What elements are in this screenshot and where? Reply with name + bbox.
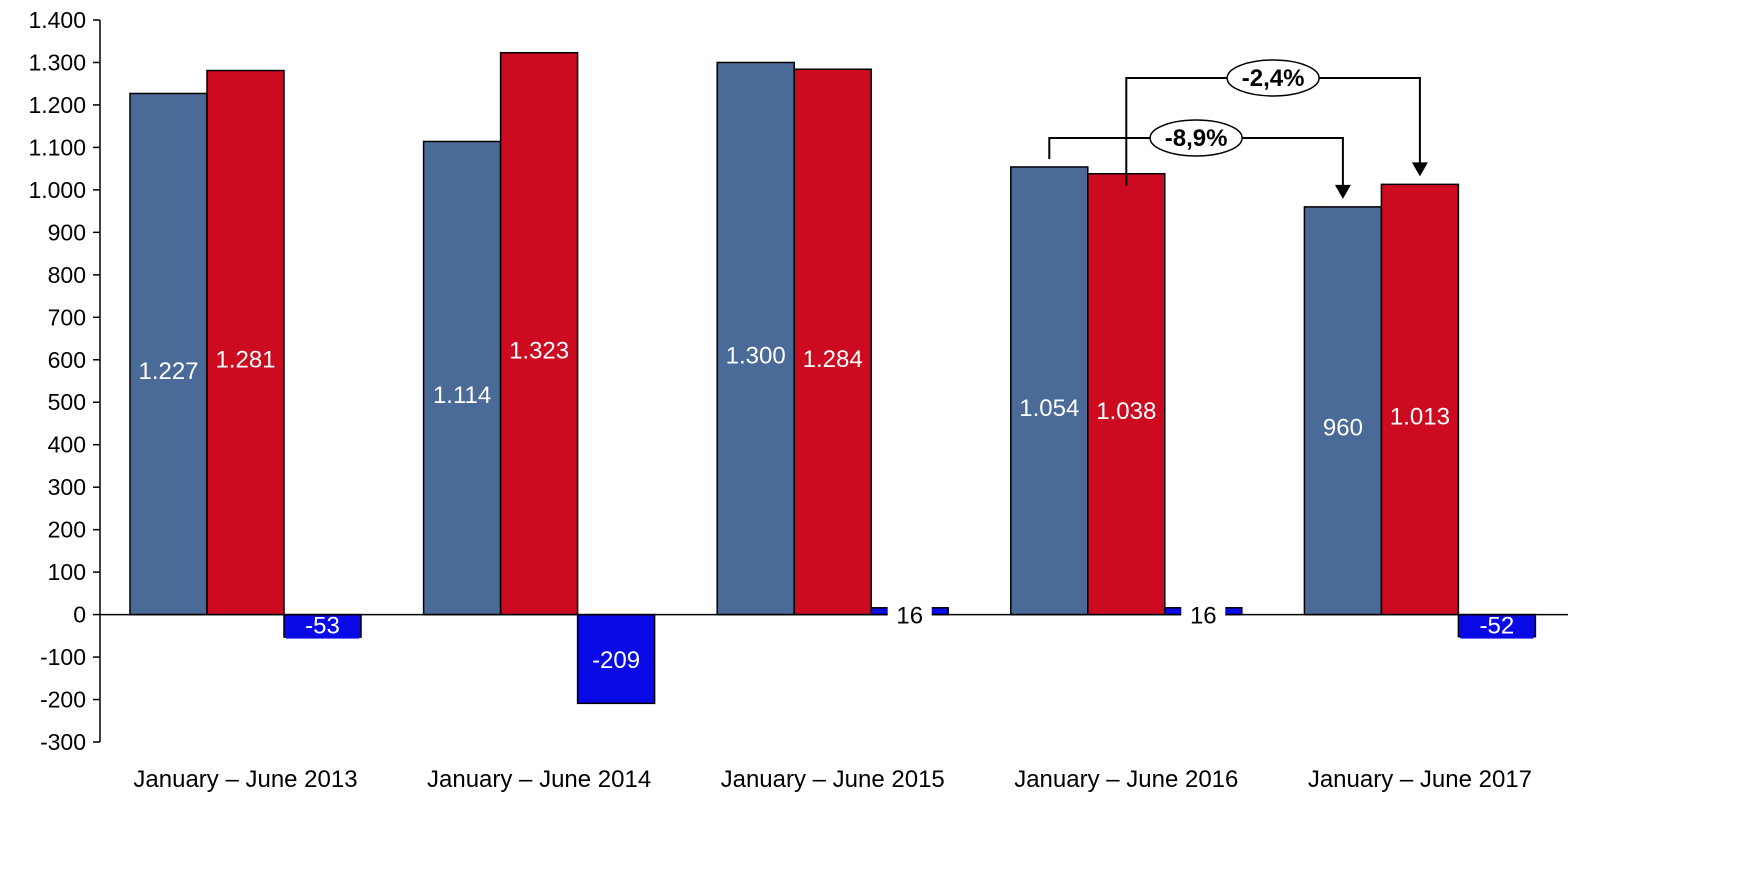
data-label-series-2-4: -52 (1480, 613, 1515, 640)
annotation-arrowhead-0 (1334, 184, 1351, 199)
data-label-series-1-3: 1.038 (1096, 398, 1156, 425)
data-label-box-0 (286, 616, 359, 639)
y-tick-label: 100 (48, 559, 86, 585)
data-label-series-1-0: 1.281 (215, 347, 275, 374)
y-tick-label: 800 (48, 262, 86, 288)
data-label-series-2-1: -209 (592, 647, 640, 674)
data-label-bg-3 (1181, 600, 1226, 629)
data-label-series-0-2: 1.300 (726, 343, 786, 370)
bar-series-1-2 (793, 68, 872, 616)
bar-series-1-4 (1380, 183, 1460, 616)
y-tick-label: 1.300 (28, 49, 86, 75)
annotation-bubble-0 (1149, 119, 1243, 157)
bar-series-1-3 (1087, 172, 1166, 616)
bar-series-1-1 (499, 51, 579, 616)
y-tick-label: -200 (40, 687, 86, 713)
data-label-series-2-2: 16 (896, 603, 923, 630)
data-label-series-1-2: 1.284 (803, 346, 863, 373)
data-label-series-0-1: 1.114 (433, 382, 491, 409)
data-label-series-2-3: 16 (1190, 603, 1217, 630)
bar-series-0-2 (716, 61, 795, 616)
data-label-series-0-3: 1.054 (1019, 395, 1079, 422)
data-label-series-0-4: 960 (1323, 415, 1363, 442)
bar-series-0-0 (129, 92, 208, 616)
bar-series-2-1 (576, 613, 656, 705)
y-tick-label: -300 (40, 729, 86, 755)
y-tick-label: -100 (40, 644, 86, 670)
data-label-box-4 (1460, 616, 1534, 639)
y-tick-label: 300 (48, 474, 86, 500)
change-annotations: -8,9% -2,4% (1048, 59, 1428, 199)
bar-series-0-3 (1010, 166, 1089, 616)
annotation-arrowhead-1 (1411, 162, 1428, 177)
bar-series-1-0 (206, 69, 285, 616)
x-category-label-1: January – June 2014 (427, 766, 651, 793)
bar-series-0-1 (422, 140, 502, 616)
x-category-label-0: January – June 2013 (133, 766, 357, 793)
data-label-series-1-1: 1.323 (509, 338, 569, 365)
data-label-series-0-0: 1.227 (138, 358, 198, 385)
data-labels: 1.227 1.114 1.300 1.054 960 1.281 1.323 1.284 1.… (138, 338, 1534, 674)
y-tick-label: 600 (48, 347, 86, 373)
y-tick-label: 1.200 (28, 92, 86, 118)
data-label-bg-2 (887, 600, 932, 629)
x-category-label-3: January – June 2016 (1014, 766, 1238, 793)
bars (129, 51, 1537, 705)
data-label-series-1-4: 1.013 (1390, 403, 1450, 430)
data-label-series-2-0: -53 (305, 613, 340, 640)
x-category-label-4: January – June 2017 (1308, 766, 1532, 793)
annotation-label-1: -2,4% (1242, 65, 1305, 92)
y-axis: 1.400 1.300 1.200 1.100 1.000 900 800 700 600 500… (28, 7, 101, 755)
annotation-label-0: -8,9% (1165, 125, 1228, 152)
y-tick-label: 400 (48, 432, 86, 458)
y-tick-label: 700 (48, 304, 86, 330)
x-axis-labels: January – June 2013 January – June 2014 Ja… (133, 766, 1532, 793)
y-tick-label: 1.000 (28, 177, 86, 203)
y-tick-label: 500 (48, 389, 86, 415)
y-tick-label: 900 (48, 219, 86, 245)
y-tick-label: 200 (48, 517, 86, 543)
y-tick-label: 1.100 (28, 134, 86, 160)
bar-series-0-4 (1303, 206, 1383, 616)
annotation-bubble-1 (1226, 59, 1320, 97)
y-tick-label: 1.400 (28, 7, 86, 33)
y-tick-label: 0 (73, 602, 86, 628)
x-category-label-2: January – June 2015 (721, 766, 945, 793)
